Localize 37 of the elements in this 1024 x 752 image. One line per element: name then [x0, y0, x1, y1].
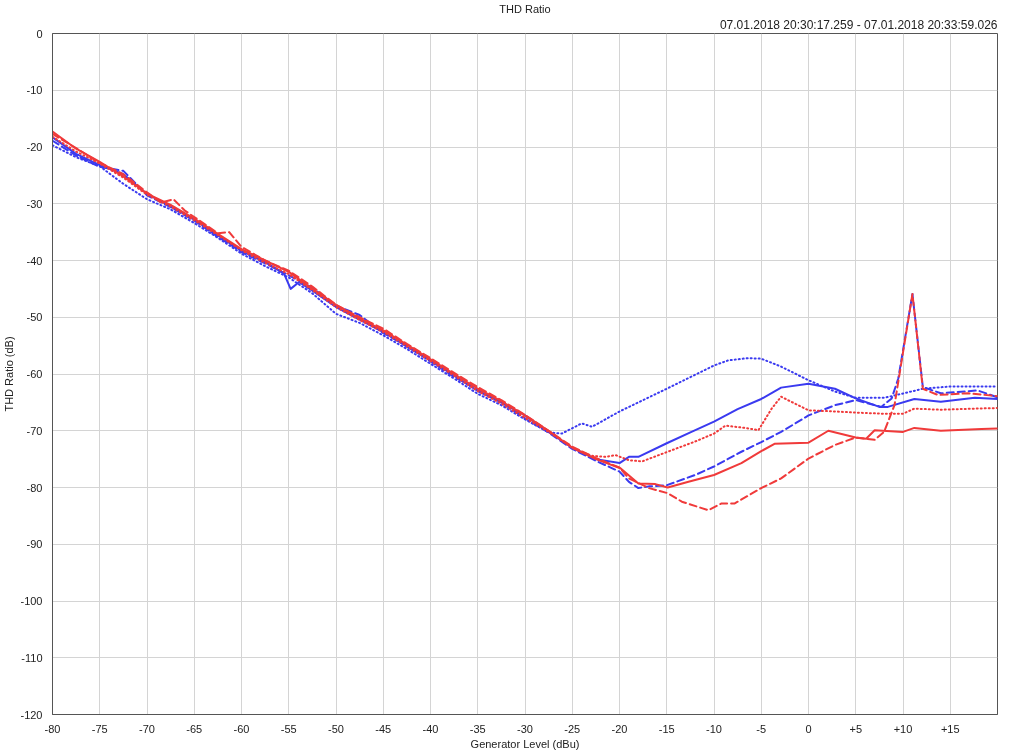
x-tick-label: +10	[893, 722, 913, 735]
x-tick-label: -20	[611, 722, 628, 735]
x-tick-label: -30	[517, 722, 533, 735]
y-tick-label: -80	[26, 481, 43, 494]
y-tick-label: -20	[26, 141, 43, 153]
y-tick-label: -100	[20, 595, 43, 607]
y-tick-label: -90	[26, 538, 43, 551]
y-tick-label: -120	[20, 708, 43, 721]
y-tick-label: -40	[26, 254, 43, 267]
x-tick-label: -35	[469, 722, 486, 735]
x-tick-label: +15	[940, 722, 960, 735]
x-tick-label: -70	[139, 722, 155, 735]
x-tick-label: 0	[805, 722, 812, 735]
x-axis-title: Generator Level (dBu)	[470, 737, 580, 750]
x-tick-label: -75	[91, 722, 108, 735]
y-tick-label: -50	[26, 311, 43, 324]
x-tick-label: -55	[280, 722, 297, 735]
x-tick-label: +5	[849, 722, 863, 735]
x-tick-label: -15	[658, 722, 675, 735]
x-tick-label: -10	[706, 722, 722, 735]
x-tick-label: -40	[422, 722, 439, 735]
x-tick-label: -25	[564, 722, 581, 735]
y-tick-label: -30	[26, 197, 43, 210]
x-tick-label: -80	[44, 722, 61, 735]
y-tick-label: 0	[36, 27, 43, 40]
x-tick-label: -50	[328, 722, 344, 735]
y-tick-label: -110	[21, 651, 43, 664]
chart-subtitle: 07.01.2018 20:30:17.259 - 07.01.2018 20:33:59.026	[719, 18, 998, 32]
chart-title: THD Ratio	[499, 2, 551, 15]
y-tick-label: -70	[26, 424, 43, 437]
y-tick-label: -60	[26, 368, 43, 380]
x-tick-label: -65	[186, 722, 203, 735]
x-tick-label: -45	[375, 722, 392, 735]
x-tick-label: -60	[233, 722, 250, 735]
y-axis-title: THD Ratio (dB)	[3, 336, 16, 412]
y-tick-label: -10	[26, 84, 43, 97]
x-tick-label: -5	[756, 722, 767, 735]
